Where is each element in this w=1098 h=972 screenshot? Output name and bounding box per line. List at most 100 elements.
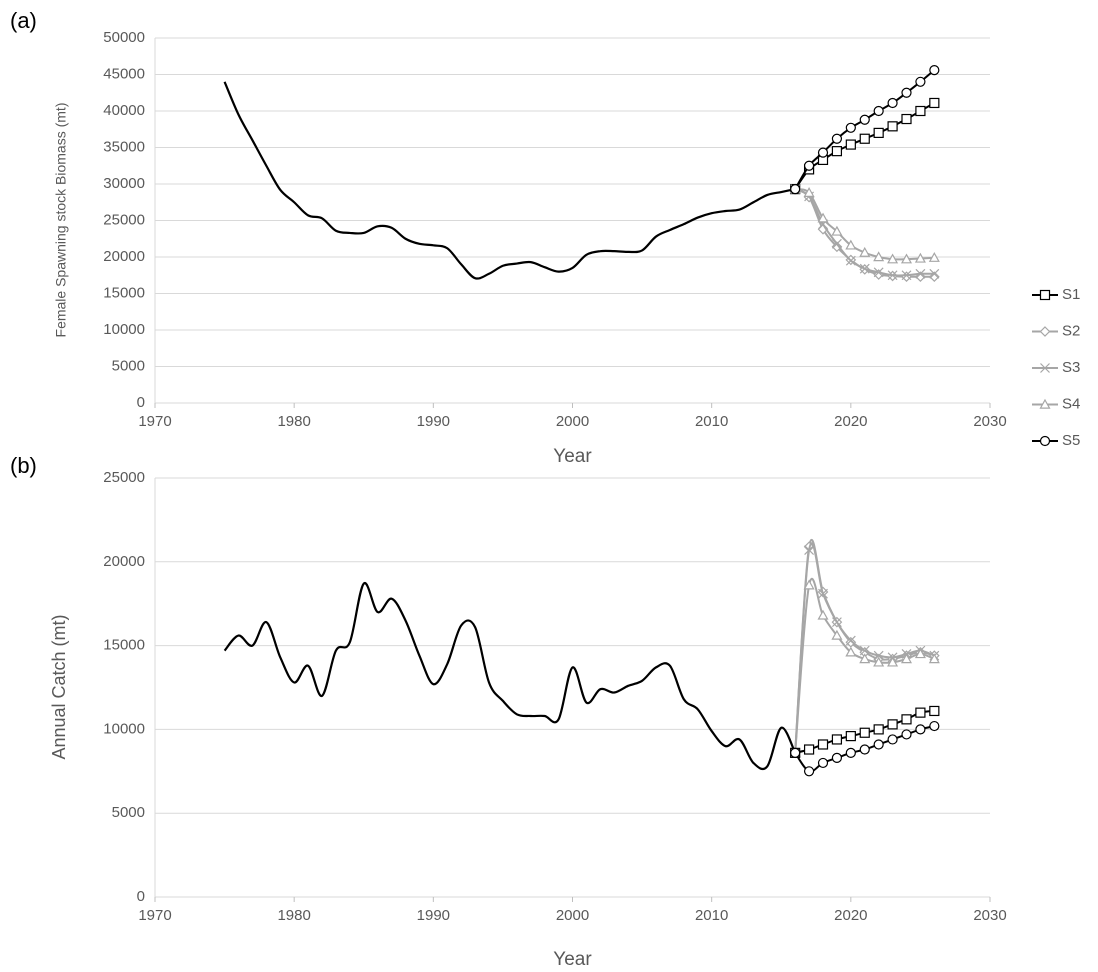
marker (803, 766, 815, 777)
marker (1040, 363, 1050, 373)
marker (915, 724, 926, 735)
marker (873, 251, 885, 262)
marker (873, 650, 884, 661)
y-tick-label: 50000 (103, 29, 145, 46)
y-tick-label: 40000 (103, 102, 145, 119)
marker (901, 87, 912, 98)
marker (817, 739, 829, 750)
marker (900, 253, 913, 264)
marker (915, 76, 926, 87)
y-tick-label: 0 (137, 394, 145, 411)
y-tick-label: 15000 (103, 284, 145, 301)
marker (914, 252, 926, 263)
y-tick-label: 10000 (103, 720, 145, 737)
marker (831, 225, 843, 236)
marker (887, 656, 899, 667)
marker (790, 747, 801, 758)
marker (803, 744, 815, 755)
marker (887, 253, 899, 264)
marker (873, 105, 884, 117)
marker (929, 97, 940, 109)
marker (915, 105, 926, 117)
x-tick-label: 2000 (556, 413, 589, 430)
marker (817, 147, 829, 158)
y-tick-label: 25000 (103, 211, 145, 228)
marker (873, 739, 884, 750)
x-tick-label: 1970 (138, 413, 171, 430)
marker (831, 146, 843, 157)
marker (803, 160, 815, 171)
marker (831, 734, 843, 745)
y-tick-label: 20000 (103, 248, 145, 265)
marker (887, 97, 898, 109)
x-tick-label: 2020 (834, 907, 867, 924)
marker (831, 241, 843, 253)
marker (929, 268, 940, 279)
marker (887, 734, 898, 745)
marker (1039, 289, 1051, 301)
x-tick-label: 1990 (417, 413, 450, 430)
marker (831, 752, 843, 763)
y-axis-title: Female Spawning stock Biomass (mt) (53, 103, 69, 338)
marker (929, 720, 940, 732)
marker (845, 635, 856, 646)
marker (845, 139, 856, 150)
marker (901, 729, 912, 740)
marker (859, 114, 870, 125)
marker (928, 251, 940, 262)
marker (887, 270, 898, 281)
marker (873, 656, 885, 667)
series-line (794, 577, 935, 753)
marker (929, 705, 940, 717)
marker (831, 238, 842, 249)
y-tick-label: 0 (137, 888, 145, 905)
legend-label: S4 (1062, 395, 1080, 412)
marker (817, 757, 829, 769)
marker (900, 653, 913, 664)
series-line (794, 538, 935, 753)
marker (915, 707, 926, 718)
marker (831, 629, 843, 640)
marker (845, 255, 856, 266)
marker (831, 133, 843, 144)
marker (859, 133, 870, 144)
x-axis-title: Year (553, 446, 592, 467)
y-tick-label: 10000 (103, 321, 145, 338)
marker (803, 579, 815, 590)
y-tick-label: 15000 (103, 637, 145, 654)
marker (901, 270, 912, 281)
marker (873, 267, 884, 278)
marker (859, 727, 870, 738)
x-tick-label: 2030 (973, 907, 1006, 924)
x-tick-label: 1980 (277, 907, 310, 924)
y-tick-label: 5000 (112, 804, 145, 821)
marker (831, 617, 842, 628)
y-tick-label: 30000 (103, 175, 145, 192)
series-line (223, 81, 796, 280)
marker (915, 268, 926, 279)
marker (928, 271, 940, 283)
marker (928, 653, 940, 664)
x-tick-label: 1980 (277, 413, 310, 430)
x-tick-label: 2010 (695, 907, 728, 924)
marker (845, 731, 856, 742)
marker (873, 724, 884, 735)
marker (859, 246, 871, 257)
legend-label: S3 (1062, 359, 1080, 376)
x-tick-label: 2000 (556, 907, 589, 924)
legend-label: S2 (1062, 322, 1080, 339)
marker (929, 65, 940, 76)
marker (914, 648, 926, 659)
marker (859, 645, 870, 656)
marker (901, 714, 912, 725)
panel-label: (a) (10, 8, 37, 33)
x-tick-label: 1970 (138, 907, 171, 924)
marker (803, 187, 815, 197)
marker (804, 545, 815, 555)
marker (818, 588, 828, 599)
x-tick-label: 2020 (834, 413, 867, 430)
legend-label: S5 (1062, 432, 1080, 449)
y-tick-label: 5000 (112, 357, 145, 374)
marker (859, 263, 870, 274)
